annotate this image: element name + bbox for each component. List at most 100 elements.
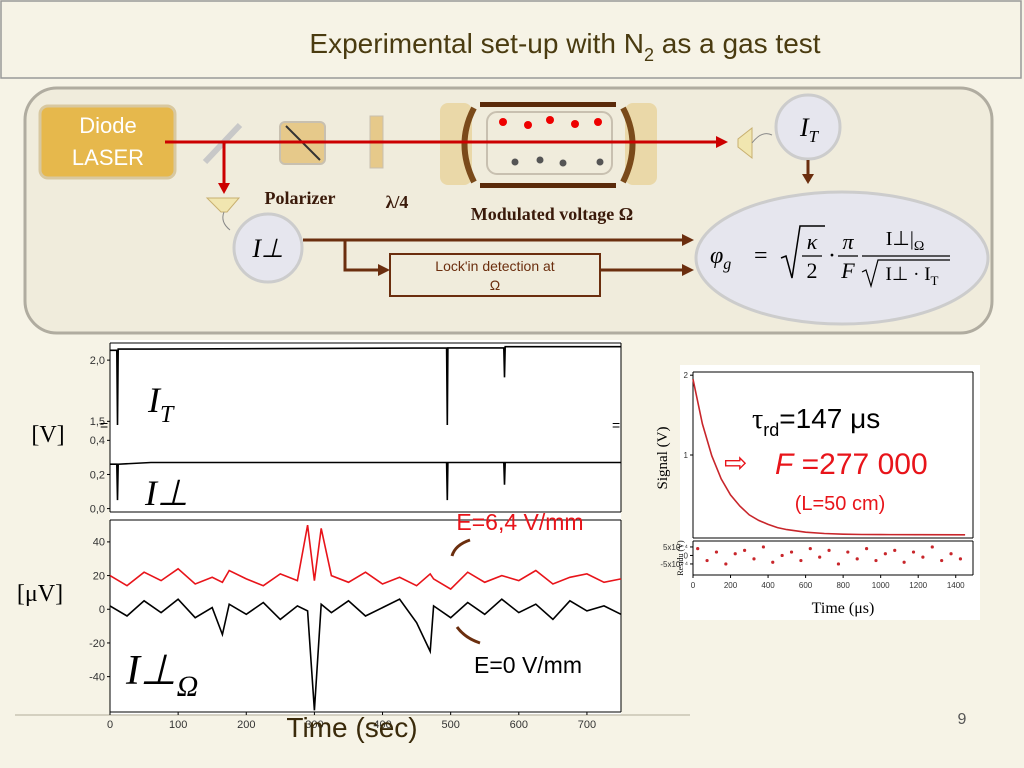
it-node-label: IT [799, 113, 820, 146]
it-node [774, 93, 842, 161]
text: =147 [779, 403, 850, 434]
finesse-annotation: F =277 000 [775, 448, 928, 481]
x-tick-label: 1200 [909, 581, 927, 590]
tau-annotation: τrd=147 μs [752, 403, 880, 440]
data-line [109, 598, 622, 711]
y-tick-label: 0 [684, 551, 689, 560]
it-annotation: IT [147, 380, 175, 428]
axis-break: = [612, 417, 620, 433]
molecule [571, 120, 579, 128]
subscript: g [723, 256, 731, 273]
text: I⊥ · I [886, 264, 931, 285]
data-point [724, 562, 728, 566]
y-tick-label: -20 [89, 638, 105, 650]
y-tick-label: 2 [684, 371, 689, 380]
iperp-node [232, 212, 304, 284]
laser-label: Diode [79, 113, 136, 138]
detector [737, 126, 753, 160]
y-tick-label: -5x10⁻⁴ [660, 560, 688, 569]
data-point [696, 547, 700, 551]
data-line [692, 379, 966, 536]
electrode [625, 103, 657, 185]
molecule [524, 121, 532, 129]
data-line [110, 345, 621, 426]
arrow-head [682, 264, 694, 276]
subscript: T [160, 402, 175, 428]
page-number: 9 [958, 711, 967, 728]
x-tick-label: 400 [373, 719, 391, 731]
title-text: Experimental set-up with N [309, 28, 644, 59]
data-point [752, 557, 756, 561]
data-point [771, 560, 775, 564]
text: =277 000 [793, 448, 927, 481]
x-tick-label: 1400 [947, 581, 965, 590]
y-tick-label: 5x10⁻⁴ [663, 543, 689, 552]
x-tick-label: 400 [761, 581, 775, 590]
data-point [827, 548, 831, 552]
cell-plate [480, 102, 616, 107]
subscript: Ω [914, 239, 924, 254]
formula-text: κ [807, 229, 818, 254]
formula-text: π [842, 229, 854, 254]
field-label: E=6,4 V/mm [456, 509, 583, 535]
arrow-head [218, 183, 230, 194]
molecule [596, 158, 604, 166]
axis-break: = [100, 417, 108, 433]
subscript: T [931, 273, 939, 288]
laser-label: LASER [72, 145, 144, 170]
data-point [883, 552, 887, 556]
formula-eq: = [754, 243, 768, 269]
text: μs [850, 403, 880, 434]
y-tick-label: 1,5 [90, 416, 105, 428]
title-text: as a gas test [654, 28, 821, 59]
cell-plate [480, 183, 616, 188]
data-point [714, 550, 719, 554]
data-point [874, 558, 878, 563]
data-point [743, 548, 747, 552]
data-point [789, 550, 794, 554]
x-tick-label: 600 [799, 581, 813, 590]
text: I [147, 380, 162, 420]
iperp-annotation: I⊥ [144, 473, 188, 513]
connector [343, 240, 380, 272]
formula-denominator: I⊥ · IT [886, 264, 939, 288]
y-tick-label: 0 [99, 604, 105, 616]
data-point [705, 558, 709, 563]
data-point [940, 558, 944, 563]
y-axis-label: [V] [31, 422, 64, 448]
x-tick-label: 100 [169, 719, 187, 731]
x-tick-label: 0 [107, 719, 113, 731]
formula-text: F [840, 258, 855, 283]
y-axis-label: Signal (V) [655, 427, 671, 490]
y-tick-label: 1 [684, 451, 689, 460]
text: F [775, 448, 795, 481]
text: I⊥ [125, 648, 177, 694]
slide-title: Experimental set-up with N2 as a gas tes… [309, 28, 820, 65]
data-line [110, 461, 621, 501]
molecule [546, 116, 554, 124]
field-label: E=0 V/mm [474, 652, 582, 678]
polarizer-label: Polarizer [265, 188, 336, 208]
electrode [440, 103, 472, 185]
formula-text: · [828, 243, 836, 269]
formula: φg = κ 2 · π F I⊥|Ω I⊥ · IT [710, 225, 950, 289]
title-bar [0, 0, 1022, 79]
x-axis-label: Time (μs) [812, 600, 875, 617]
data-point [733, 552, 737, 556]
pointer [450, 538, 471, 557]
waveplate-label: λ/4 [386, 192, 409, 212]
x-tick-label: 1000 [872, 581, 890, 590]
subscript: rd [763, 420, 779, 440]
data-point [808, 547, 812, 551]
y-axis-label: [μV] [17, 581, 63, 607]
x-tick-label: 300 [305, 719, 323, 731]
y-tick-label: 2,0 [90, 355, 105, 367]
x-tick-label: 0 [691, 581, 696, 590]
subscript: Ω [177, 670, 199, 703]
formula-node [694, 190, 990, 326]
arrow-head [802, 174, 814, 184]
data-point [864, 547, 869, 551]
